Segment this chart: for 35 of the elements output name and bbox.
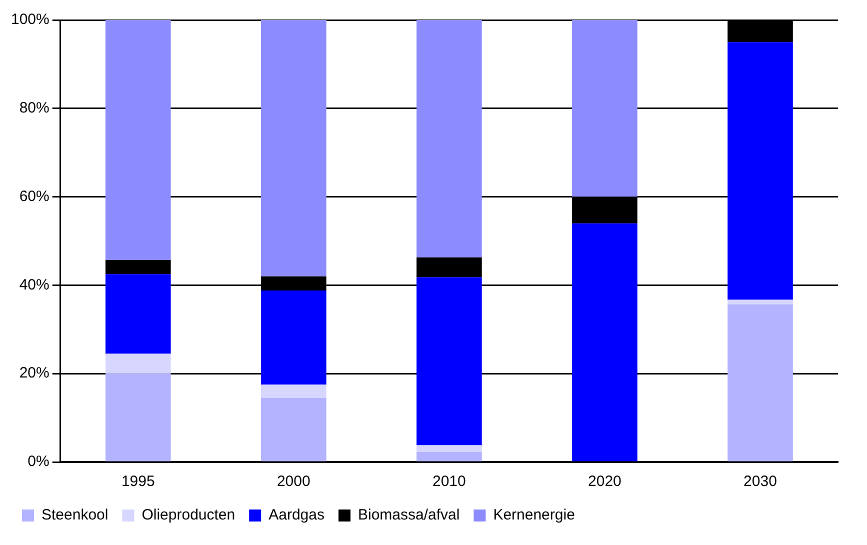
y-tick-label: 80% [19, 100, 50, 117]
y-tick-label: 20% [19, 364, 50, 382]
bar [105, 354, 171, 374]
y-tick-label: 0% [28, 453, 50, 470]
bar [260, 384, 326, 398]
bar [105, 374, 171, 462]
bar [105, 20, 171, 260]
bar [105, 260, 171, 274]
y-tick-label: 60% [19, 188, 50, 205]
legend-label: Biomassa/afval [358, 506, 460, 524]
bar [416, 452, 482, 462]
legend-label: Olieproducten [142, 506, 236, 524]
bar [260, 290, 326, 385]
bar [728, 42, 793, 300]
bar [416, 445, 482, 452]
bar [728, 300, 793, 304]
y-tick-label: 40% [19, 276, 50, 294]
bar [260, 20, 326, 276]
y-tick-label: 100% [10, 11, 50, 28]
x-tick-label: 1995 [121, 473, 155, 490]
x-tick-label: 2020 [588, 473, 622, 490]
bar [105, 274, 171, 354]
bar [260, 398, 326, 462]
bar [728, 304, 793, 462]
bar [416, 257, 482, 278]
bar [572, 223, 638, 462]
bar [416, 277, 482, 446]
bar [572, 20, 638, 197]
x-tick-label: 2030 [744, 473, 777, 490]
legend-label: Aardgas [268, 506, 324, 524]
legend-label: Steenkool [42, 506, 108, 524]
x-tick-label: 2010 [432, 473, 466, 490]
x-tick-label: 2000 [276, 473, 310, 490]
bar [416, 20, 482, 258]
legend-label: Kernenergie [493, 506, 575, 524]
